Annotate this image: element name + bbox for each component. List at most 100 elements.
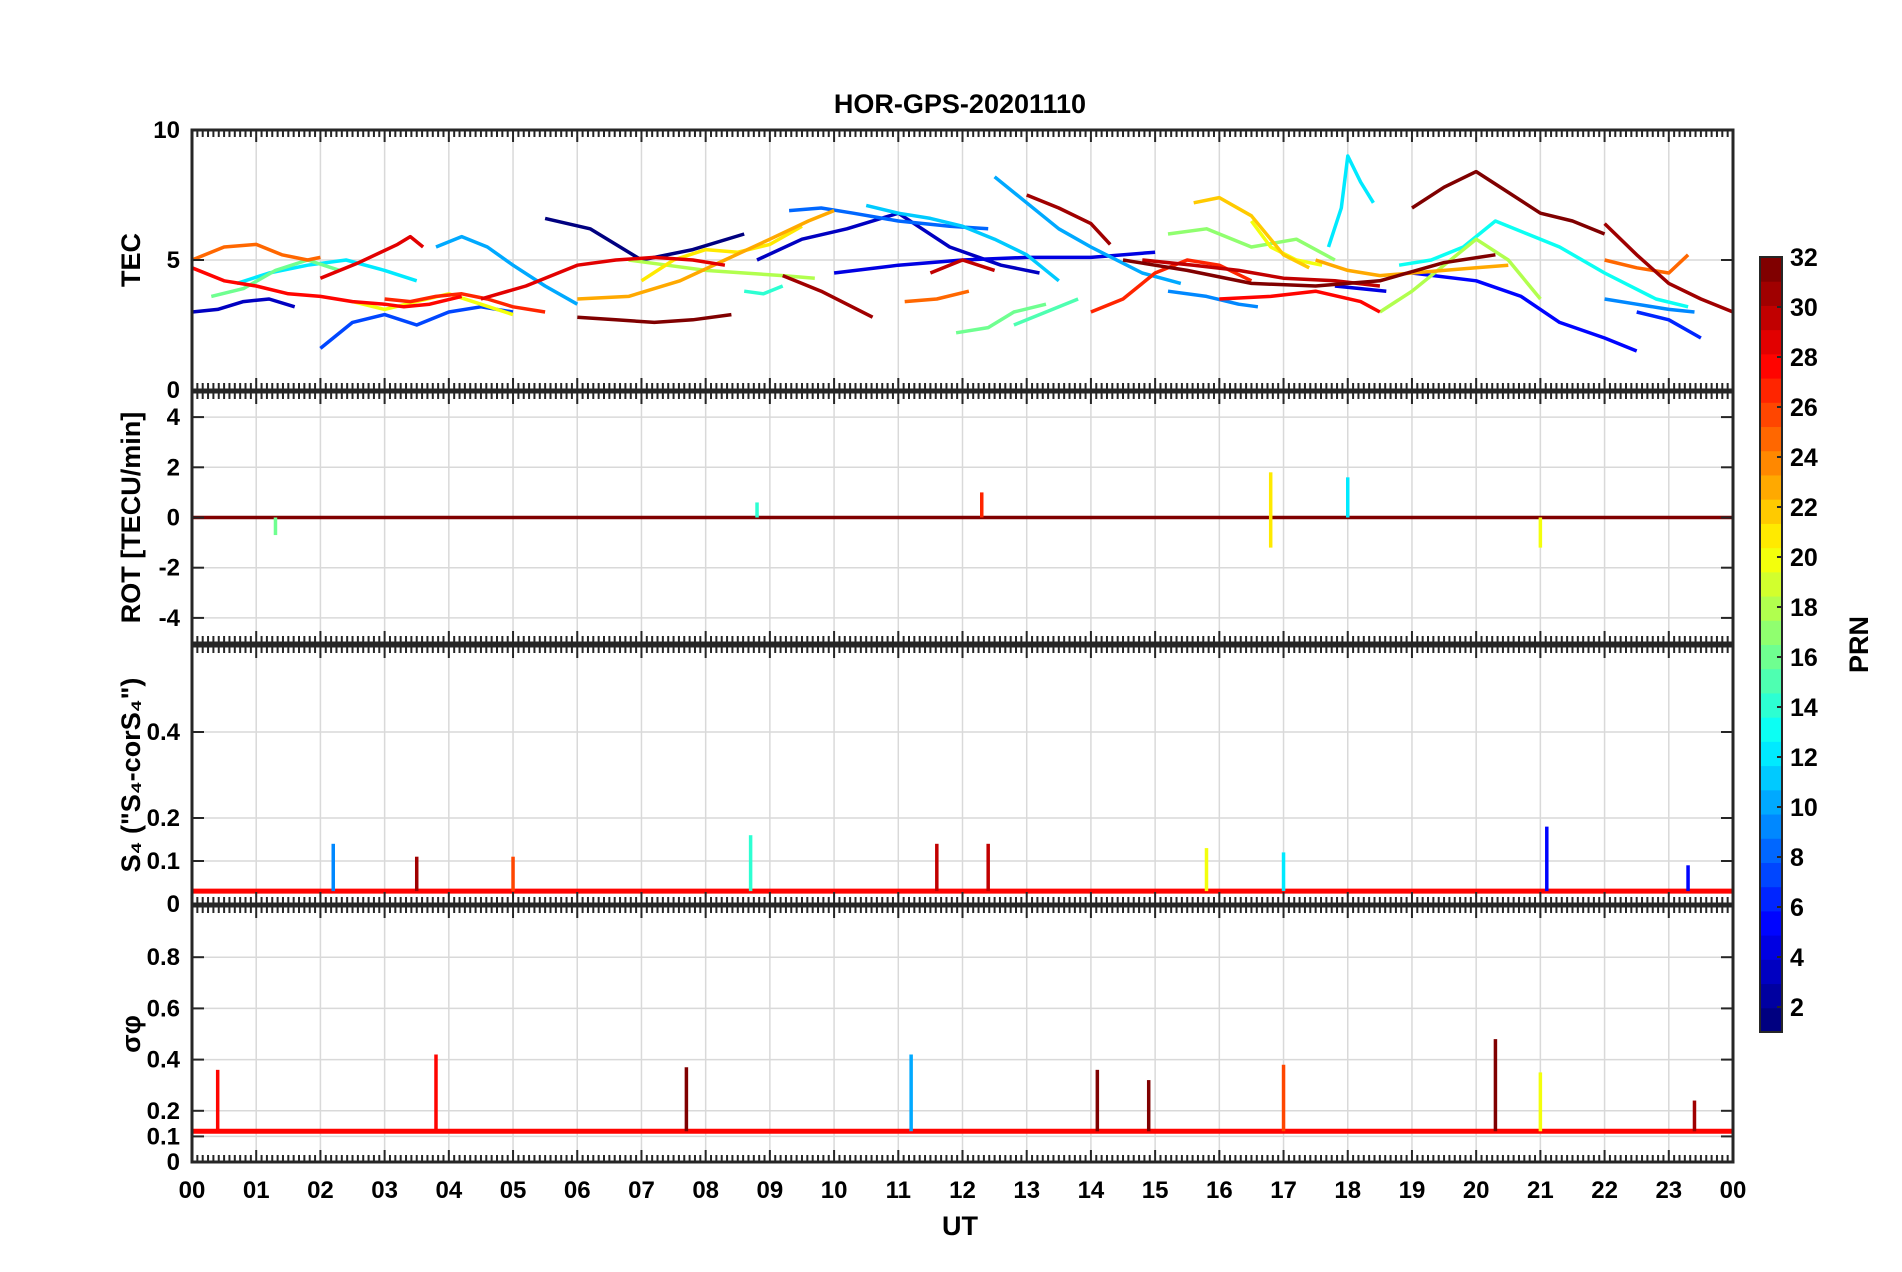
colorbar-segment [1760,717,1782,742]
x-axis-label: UT [942,1211,978,1241]
series-line-prn-12 [1326,154,1375,248]
colorbar-tick-label: 10 [1790,794,1818,822]
series-line-prn-28 [192,266,463,309]
data-area [192,154,1733,353]
y-axis-label: ROT [TECU/min] [116,412,146,623]
series-line-prn-25 [192,242,321,262]
series-line-prn-21 [640,224,803,283]
colorbar-segment [1760,692,1782,718]
y-tick-label: 10 [153,117,180,144]
y-tick-label: 0 [167,505,180,532]
y-tick-label: 0 [167,377,180,404]
colorbar-segment [1760,765,1782,791]
series-line-prn-9 [1604,297,1695,314]
series-line-prn-25 [904,289,970,304]
series-line-prn-13 [1398,219,1689,309]
colorbar-segment [1760,910,1782,936]
colorbar-segment [1760,402,1782,428]
series-line-prn-18 [1378,237,1542,314]
x-tick-label: 23 [1655,1177,1682,1204]
x-tick-label: 16 [1206,1177,1233,1204]
y-tick-label: 0.4 [147,1047,181,1074]
series-line-prn-7 [319,305,514,350]
series-line-prn-16 [955,302,1047,335]
series-line-prn-8 [788,206,989,231]
colorbar-tick-label: 28 [1790,344,1818,372]
y-tick-label: 0.6 [147,995,180,1022]
colorbar-segment [1760,499,1782,524]
panel-2: -4 -2 0 2 4 ROT [TECU/min] [116,390,1735,645]
colorbar-segment [1760,1007,1782,1033]
series-line-prn-31 [1603,222,1733,314]
colorbar-tick-label: 24 [1790,444,1818,472]
series-line-prn-15 [1013,297,1079,327]
panel-3: 0 0.1 0.2 0.4S₄ ("S₄-corS₄") [116,644,1735,918]
colorbar-segment [1760,474,1782,500]
y-tick-label: -2 [159,555,180,582]
colorbar-tick-label: 32 [1790,244,1818,272]
series-line-prn-10 [435,234,579,306]
colorbar-tick-label: 18 [1790,594,1818,622]
y-tick-label: 0.1 [147,1123,180,1150]
colorbar-segment [1760,741,1782,767]
series-line-prn-30 [1142,258,1381,288]
y-axis-label: S₄ ("S₄-corS₄") [116,678,146,873]
series-line-prn-27 [384,292,546,314]
series-line-prn-17 [1167,227,1336,262]
colorbar-segment [1760,935,1782,960]
colorbar-tick-label: 16 [1790,644,1818,672]
x-tick-label: 12 [949,1177,976,1204]
x-tick-label: 17 [1270,1177,1297,1204]
x-tick-label: 02 [307,1177,334,1204]
x-tick-label: 22 [1591,1177,1618,1204]
x-tick-label: 19 [1399,1177,1426,1204]
series-line-prn-29 [480,255,726,301]
x-tick-label: 10 [821,1177,848,1204]
colorbar-segment [1760,959,1782,985]
colorbar-tick-label: 8 [1790,844,1804,872]
series-line-prn-31 [782,273,874,319]
series-line-prn-22 [1193,195,1310,270]
panel-1: 0 5 10 TEC [116,117,1735,404]
y-axis-label: σφ [116,1015,146,1053]
colorbar-segment [1760,426,1782,452]
y-tick-label: 5 [167,247,180,274]
series-line-prn-3 [192,297,296,314]
colorbar-segment [1760,353,1782,379]
x-tick-label: 20 [1463,1177,1490,1204]
colorbar-segment [1760,983,1782,1009]
colorbar-frame [1759,256,1783,1033]
colorbar-segment [1760,838,1782,863]
series-line-prn-31 [1026,193,1112,246]
colorbar-segment [1760,644,1782,670]
colorbar-segment [1760,305,1782,331]
y-tick-label: 0.1 [147,848,180,875]
x-tick-label: 09 [757,1177,784,1204]
x-tick-label: 15 [1142,1177,1169,1204]
colorbar-segment [1760,620,1782,645]
x-tick-label: 04 [435,1177,462,1204]
y-tick-label: 4 [167,404,181,431]
x-tick-label: 11 [886,1177,911,1204]
data-area [192,1039,1733,1134]
colorbar-segment [1760,596,1782,621]
x-tick-label: 01 [243,1177,270,1204]
y-tick-label: 0 [167,891,180,918]
colorbar-tick-label: 30 [1790,294,1818,322]
x-tick-label: 08 [692,1177,719,1204]
colorbar-segment [1760,329,1782,355]
data-area [192,472,1733,548]
series-line-prn-28 [1219,289,1381,314]
colorbar-tick-label: 14 [1790,694,1818,722]
colorbar-label: PRN [1844,616,1874,673]
colorbar-tick-label: 4 [1790,944,1804,972]
y-tick-label: -4 [159,605,181,632]
x-tick-label: 05 [500,1177,527,1204]
x-tick-label: 14 [1078,1177,1105,1204]
data-area [192,826,1733,894]
y-tick-label: 0.2 [147,1098,180,1125]
series-line-prn-4 [833,250,1156,275]
series-line-prn-4 [1334,284,1387,293]
